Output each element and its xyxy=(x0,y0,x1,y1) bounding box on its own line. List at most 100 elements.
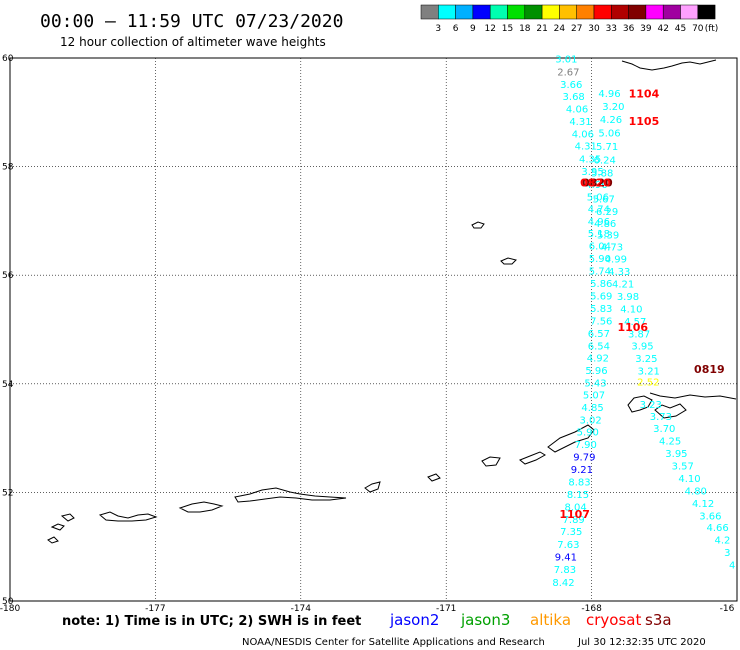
satellite-legend-cryosat: cryosat xyxy=(586,611,641,629)
wave-height-value: 5.83 xyxy=(590,304,612,315)
wave-height-value: 3.21 xyxy=(638,366,660,377)
wave-height-value: 9.41 xyxy=(555,553,577,564)
satellite-legend: jason2 jason3 altika cryosat s3a xyxy=(389,611,672,629)
scale-label: 18 xyxy=(519,24,531,34)
pass-time-label: 1105 xyxy=(629,115,660,128)
latitude-label: 60 xyxy=(2,54,14,64)
wave-height-value: 4.96 xyxy=(588,217,610,228)
scale-swatch xyxy=(420,4,439,20)
krenitzin-islands xyxy=(654,403,687,419)
delarof-islands xyxy=(178,501,224,513)
wave-height-value: 2.52 xyxy=(637,378,659,389)
wave-height-value: 9.21 xyxy=(571,465,593,476)
alaska-mainland-coast xyxy=(621,59,717,71)
scale-label: 15 xyxy=(502,24,513,34)
wave-height-value: 4.33 xyxy=(608,267,630,278)
wave-height-value: 5.86 xyxy=(590,279,612,290)
longitude-label: -180 xyxy=(0,604,20,614)
wave-height-value: 3.70 xyxy=(653,424,675,435)
wave-height-value: 6.57 xyxy=(588,329,610,340)
wave-height-value: 7.35 xyxy=(560,527,582,538)
wave-height-value: 4.96 xyxy=(585,180,607,191)
scale-swatch xyxy=(489,4,508,20)
wave-height-value: 5.06 xyxy=(587,193,609,204)
scale-label: 70 xyxy=(692,24,704,34)
wave-height-value: 4.31 xyxy=(569,117,591,128)
wave-height-value: 3.73 xyxy=(650,412,672,423)
wave-height-value: 5.71 xyxy=(596,142,618,153)
scale-swatch xyxy=(645,4,664,20)
wave-height-value: 3.01 xyxy=(555,55,577,66)
scale-swatch xyxy=(680,4,699,20)
scale-swatch xyxy=(576,4,595,20)
wave-height-value: 3.23 xyxy=(640,400,662,411)
scale-label: 30 xyxy=(588,24,600,34)
scale-label: 36 xyxy=(623,24,635,34)
wave-height-value: 5.18 xyxy=(588,229,610,240)
scale-swatch xyxy=(507,4,526,20)
scale-label: 24 xyxy=(554,24,566,34)
wave-height-value: 4.12 xyxy=(692,499,714,510)
wave-height-value: 7.63 xyxy=(557,540,579,551)
st-paul-island xyxy=(471,221,485,229)
satellite-legend-jason2: jason2 xyxy=(389,611,439,629)
wave-height-color-scale: 3 6 9 12 15 18 21 24 27 30 33 36 39 42 45 70 (ft) xyxy=(420,4,719,34)
latitude-label: 56 xyxy=(2,271,14,281)
scale-swatch xyxy=(438,4,456,20)
wave-height-value: 4.74 xyxy=(588,204,610,215)
wave-height-observations: 3.012.673.663.684.064.314.064.314.353.95… xyxy=(552,55,735,589)
wave-height-value: 3.20 xyxy=(602,102,624,113)
scale-unit: (ft) xyxy=(705,24,719,34)
scale-label: 6 xyxy=(453,24,459,34)
scale-swatch xyxy=(611,4,629,20)
umnak-island xyxy=(519,451,546,465)
footer-timestamp: Jul 30 12:32:35 UTC 2020 xyxy=(577,637,706,648)
wave-height-value: 4.73 xyxy=(601,243,623,254)
satellite-legend-s3a: s3a xyxy=(645,611,672,629)
wave-height-value: 4.10 xyxy=(678,474,700,485)
wave-height-value: 4.92 xyxy=(587,353,609,364)
latitude-label: 50 xyxy=(2,597,14,607)
wave-height-value: 5.43 xyxy=(584,378,606,389)
wave-height-value: 4.31 xyxy=(575,142,597,153)
wave-height-value: 4.80 xyxy=(685,486,707,497)
wave-height-value: 4.35 xyxy=(579,155,601,166)
wave-height-value: 5.90 xyxy=(589,254,611,265)
wave-height-value: 9.79 xyxy=(573,453,595,464)
scale-label: 9 xyxy=(470,24,476,34)
map-frame xyxy=(9,57,738,602)
wave-height-value: 6.54 xyxy=(588,341,610,352)
wave-height-value: 4.21 xyxy=(612,279,634,290)
wave-height-value: 3.95 xyxy=(631,341,653,352)
longitude-label: -168 xyxy=(581,604,602,614)
wave-height-value: 3.87 xyxy=(628,329,650,340)
scale-swatch xyxy=(541,4,560,20)
wave-height-value: 4.2 xyxy=(715,536,731,547)
pass-time-label: 0819 xyxy=(694,363,725,376)
wave-height-value: 5.69 xyxy=(590,291,612,302)
wave-height-value: 4.86 xyxy=(594,219,616,230)
wave-height-value: 8.04 xyxy=(564,503,586,514)
wave-height-value: 5.67 xyxy=(593,195,615,206)
wave-height-value: 4.66 xyxy=(706,523,728,534)
scale-swatch xyxy=(524,4,543,20)
scale-label: 42 xyxy=(657,24,668,34)
wave-height-value: 3.57 xyxy=(672,461,694,472)
wave-height-value: 3.02 xyxy=(579,416,601,427)
latitude-label: 58 xyxy=(2,163,14,173)
wave-height-value: 8.42 xyxy=(552,578,574,589)
latitude-label: 52 xyxy=(2,488,13,498)
pass-time-label: 0820 xyxy=(582,176,613,189)
longitude-label: -174 xyxy=(291,604,312,614)
wave-height-value: 3.95 xyxy=(581,167,603,178)
scale-label: 3 xyxy=(435,24,441,34)
wave-height-value: 4.25 xyxy=(659,436,681,447)
scale-swatch xyxy=(472,4,491,20)
wave-height-value: 7.90 xyxy=(575,440,597,451)
unalaska-island xyxy=(547,424,595,453)
wave-height-value: 4.10 xyxy=(620,304,642,315)
latitude-labels: 60 58 56 54 52 50 xyxy=(2,54,14,607)
pass-time-label: 1104 xyxy=(629,87,660,100)
scale-label: 39 xyxy=(640,24,652,34)
andreanof-islands xyxy=(234,487,347,503)
